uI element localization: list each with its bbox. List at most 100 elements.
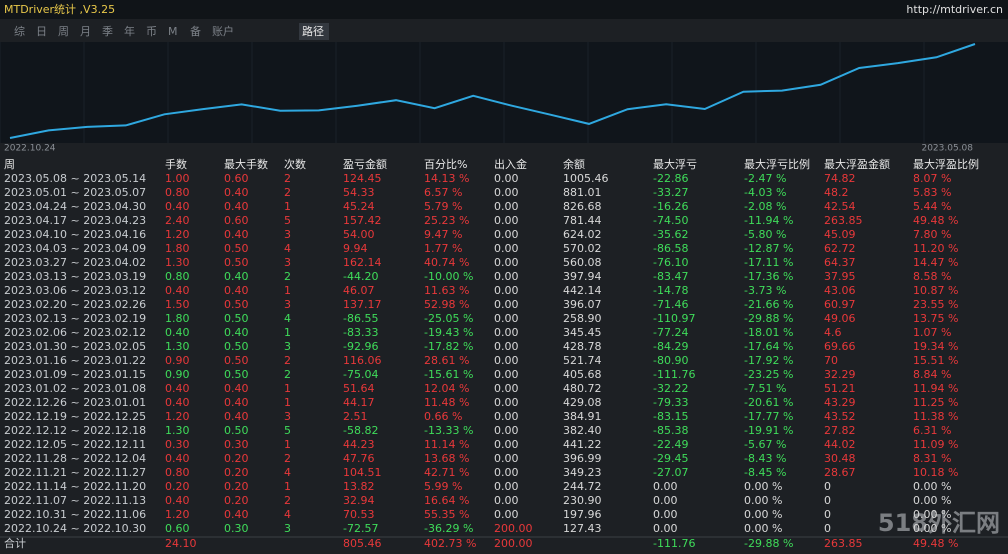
cell: 1.77 % [424, 242, 462, 255]
cell: -7.51 % [744, 382, 786, 395]
cell: -83.47 [653, 270, 688, 283]
cell: -14.78 [653, 284, 688, 297]
tab[interactable]: 币 [146, 25, 157, 38]
chart-start-date: 2022.10.24 [4, 144, 56, 154]
cell: 49.06 [824, 312, 856, 325]
column-header[interactable]: 周 [4, 158, 15, 171]
cell: 384.91 [563, 410, 602, 423]
cell: 1 [284, 200, 291, 213]
cell: -8.45 % [744, 466, 786, 479]
cell: 10.87 % [913, 284, 958, 297]
url[interactable]: http://mtdriver.cn [906, 3, 1003, 16]
cell: 13.82 [343, 480, 375, 493]
cell: 5.99 % [424, 480, 462, 493]
tab[interactable]: 日 [36, 25, 47, 38]
cell: 25.23 % [424, 214, 469, 227]
cell: 0.00 [494, 200, 519, 213]
cell: 55.35 % [424, 508, 469, 521]
cell: -22.86 [653, 172, 688, 185]
tab[interactable]: 季 [102, 25, 113, 38]
tab[interactable]: 周 [58, 25, 69, 38]
column-header[interactable]: 百分比% [424, 158, 467, 171]
cell: 43.52 [824, 410, 856, 423]
column-header[interactable]: 最大浮盈金额 [824, 157, 890, 171]
cell: 1.30 [165, 424, 190, 437]
week-range: 2023.05.08 ~ 2023.05.14 [4, 172, 146, 185]
cell: -17.92 % [744, 354, 793, 367]
cell: -2.47 % [744, 172, 786, 185]
cell: 44.02 [824, 438, 856, 451]
cell: -10.00 % [424, 270, 473, 283]
cell: 1.30 [165, 256, 190, 269]
cell: -11.94 % [744, 214, 793, 227]
week-range: 2022.10.24 ~ 2022.10.30 [4, 522, 146, 535]
cell: 826.68 [563, 200, 602, 213]
cell: 3 [284, 410, 291, 423]
column-header[interactable]: 次数 [284, 157, 306, 171]
cell: 124.45 [343, 172, 382, 185]
cell: -5.67 % [744, 438, 786, 451]
week-range: 2023.03.27 ~ 2023.04.02 [4, 256, 146, 269]
cell: 51.21 [824, 382, 856, 395]
cell: 0.00 [494, 466, 519, 479]
cell: -17.36 % [744, 270, 793, 283]
cell: 0.00 [494, 438, 519, 451]
cell: 47.76 [343, 452, 375, 465]
cell: 396.99 [563, 452, 602, 465]
tab[interactable]: M [168, 25, 178, 38]
cell: -21.66 % [744, 298, 793, 311]
cell: 0.00 % [744, 508, 782, 521]
cell: 1 [284, 438, 291, 451]
week-range: 2022.11.07 ~ 2022.11.13 [4, 494, 146, 507]
cell: -72.57 [343, 522, 378, 535]
chart-end-date: 2023.05.08 [921, 144, 973, 154]
cell: -58.82 [343, 424, 378, 437]
tab[interactable]: 账户 [212, 24, 234, 38]
column-header[interactable]: 出入金 [494, 157, 527, 171]
cell: 5.79 % [424, 200, 462, 213]
cell: 244.72 [563, 480, 602, 493]
cell: 0.50 [224, 298, 249, 311]
cell: 162.14 [343, 256, 382, 269]
cell: 11.14 % [424, 438, 469, 451]
column-header[interactable]: 最大浮亏比例 [744, 157, 810, 171]
cell: 0.00 [653, 480, 678, 493]
tab[interactable]: 综 [14, 24, 25, 38]
title-bar [0, 0, 1008, 19]
cell: 397.94 [563, 270, 602, 283]
week-range: 2023.04.10 ~ 2023.04.16 [4, 228, 146, 241]
cell: 0.00 % [913, 494, 951, 507]
cell: -80.90 [653, 354, 688, 367]
cell: 0.00 [494, 340, 519, 353]
tab[interactable]: 备 [190, 24, 201, 38]
cell: 0.66 % [424, 410, 462, 423]
cell: 442.14 [563, 284, 602, 297]
total-label: 合计 [4, 536, 26, 550]
column-header[interactable]: 最大手数 [224, 157, 268, 171]
app-title: MTDriver统计 ,V3.25 [4, 3, 115, 16]
column-header[interactable]: 最大浮盈比例 [913, 157, 979, 171]
column-header[interactable]: 余额 [563, 157, 585, 171]
column-header[interactable]: 手数 [165, 157, 187, 171]
cell: -12.87 % [744, 242, 793, 255]
tab[interactable]: 年 [124, 24, 135, 38]
cell: 1.80 [165, 242, 190, 255]
cell: 428.78 [563, 340, 602, 353]
week-range: 2022.12.26 ~ 2023.01.01 [4, 396, 146, 409]
cell: 0.50 [224, 424, 249, 437]
tab[interactable]: 路径 [302, 25, 324, 38]
week-range: 2022.12.12 ~ 2022.12.18 [4, 424, 146, 437]
cell: 0.20 [224, 466, 249, 479]
week-range: 2022.12.19 ~ 2022.12.25 [4, 410, 146, 423]
cell: 0.20 [224, 480, 249, 493]
cell: 0.50 [224, 256, 249, 269]
cell: -83.15 [653, 410, 688, 423]
cell: 37.95 [824, 270, 856, 283]
week-range: 2023.05.01 ~ 2023.05.07 [4, 186, 146, 199]
column-header[interactable]: 最大浮亏 [653, 157, 697, 171]
cell: 0.60 [224, 214, 249, 227]
column-header[interactable]: 盈亏金额 [343, 157, 387, 171]
cell: -29.88 % [744, 312, 793, 325]
cell: 0.40 [165, 494, 190, 507]
tab[interactable]: 月 [80, 25, 91, 38]
